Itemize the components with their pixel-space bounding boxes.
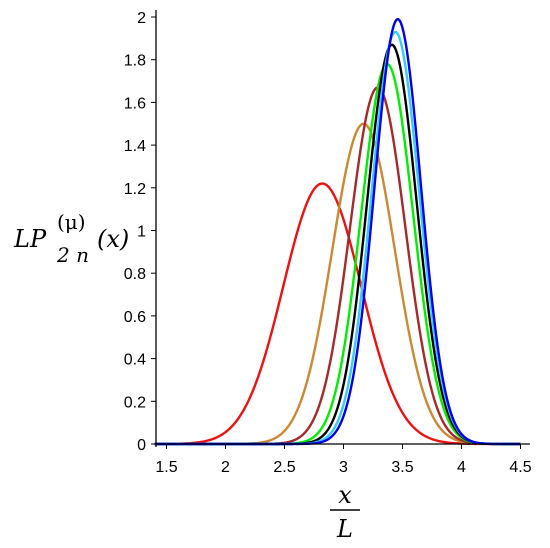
y-tick-label: 1.6 bbox=[124, 95, 146, 112]
y-label-superscript: (μ) bbox=[57, 210, 86, 234]
series-line-4 bbox=[154, 62, 521, 446]
x-tick-label: 3 bbox=[339, 459, 348, 476]
y-tick-label: 0.2 bbox=[124, 394, 146, 411]
series-curves bbox=[154, 18, 521, 446]
series-line-3 bbox=[154, 86, 521, 446]
y-tick-label: 0.8 bbox=[124, 266, 146, 283]
y-axis-label: LP (μ) 2 n (x) bbox=[13, 210, 129, 267]
y-tick-label: 0.4 bbox=[124, 352, 146, 369]
x-axis-label: x L bbox=[330, 481, 360, 543]
y-tick-label: 1.4 bbox=[124, 138, 146, 155]
x-tick-label: 3.5 bbox=[391, 459, 413, 476]
x-tick-label: 2.5 bbox=[273, 459, 295, 476]
x-tick-label: 4 bbox=[457, 459, 466, 476]
y-tick-label: 1.2 bbox=[124, 181, 146, 198]
y-tick-label: 0.6 bbox=[124, 309, 146, 326]
x-label-numerator: x bbox=[338, 481, 352, 509]
x-tick-label: 4.5 bbox=[509, 459, 531, 476]
y-tick-label: 0 bbox=[137, 437, 146, 454]
y-tick-label: 1.8 bbox=[124, 53, 146, 70]
y-tick-label: 2 bbox=[137, 10, 146, 27]
x-tick-label: 1.5 bbox=[155, 459, 177, 476]
axis-ticks: 1.5 2 2.5 3 3.5 4 4.5 0 0.2 0.4 0.6 0.8 1 1.2 1.4 1.6 1.… bbox=[124, 10, 532, 476]
x-tick-label: 2 bbox=[221, 459, 230, 476]
y-label-subscript: 2 n bbox=[56, 243, 89, 267]
y-tick-label: 1 bbox=[137, 224, 146, 241]
y-label-arg: (x) bbox=[97, 225, 129, 253]
series-line-2 bbox=[154, 122, 521, 446]
y-label-main: LP bbox=[13, 225, 47, 253]
x-label-denominator: L bbox=[336, 515, 353, 543]
